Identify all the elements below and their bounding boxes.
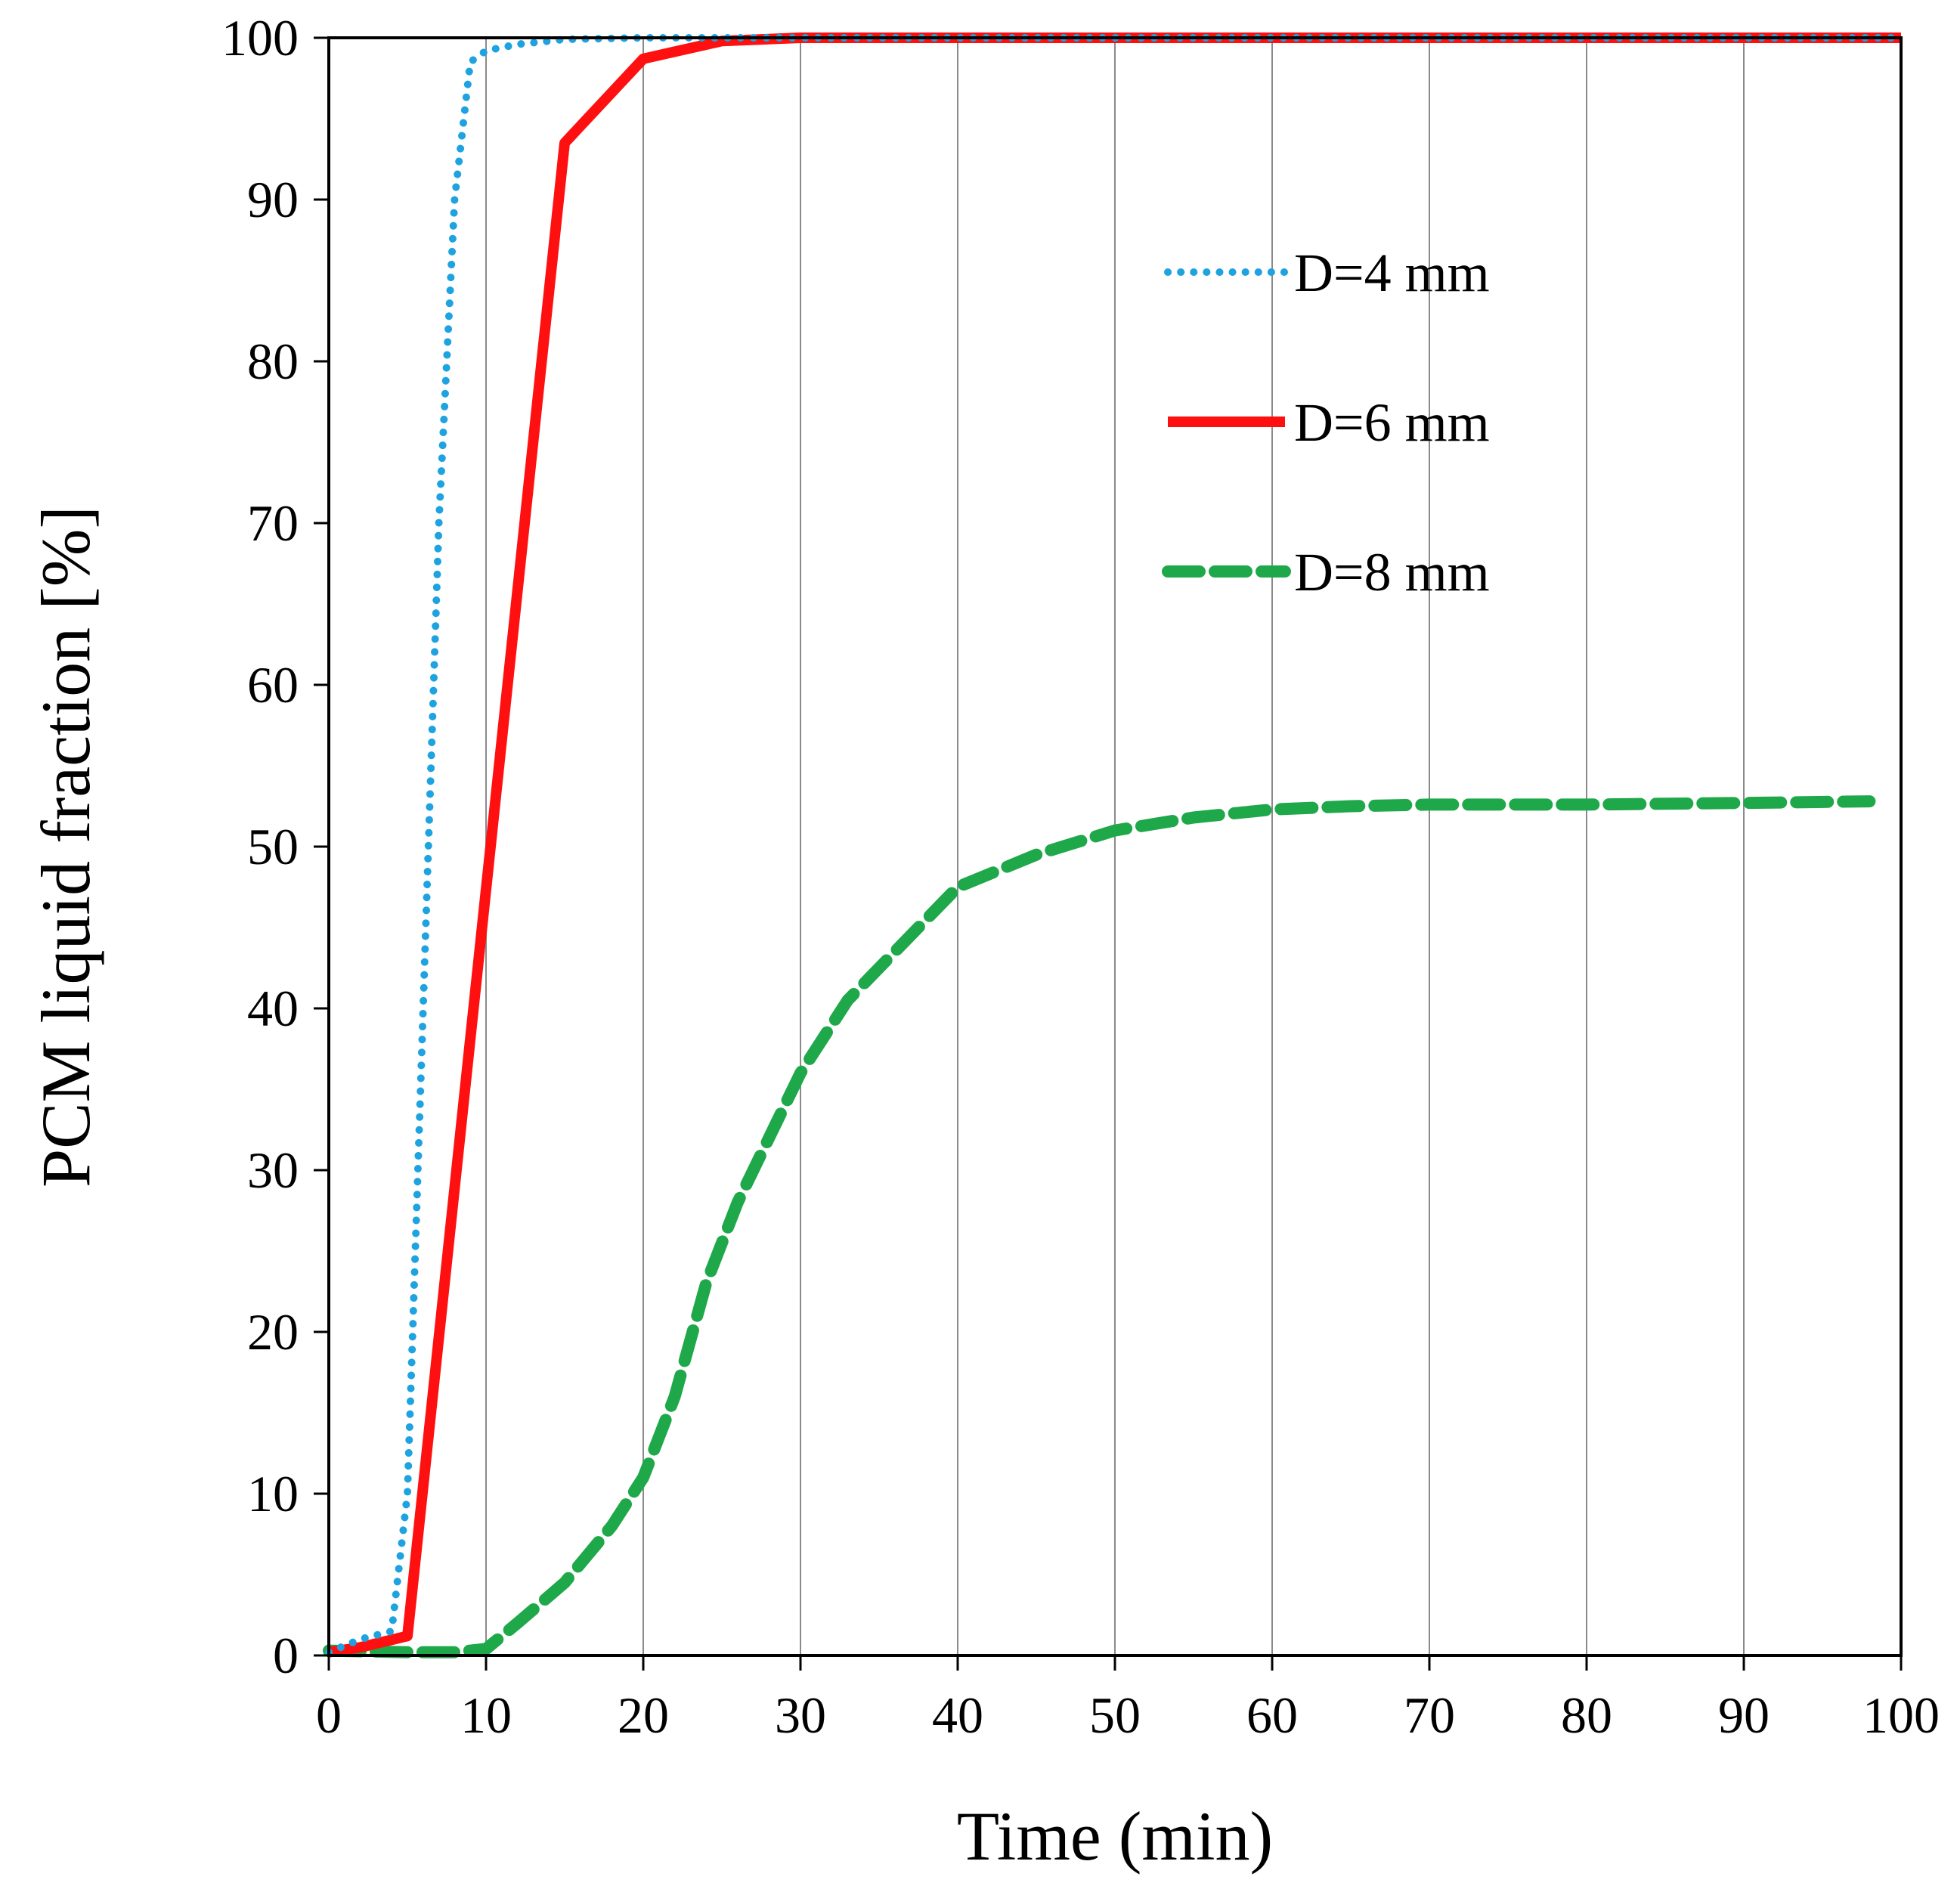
y-tick-label: 40 bbox=[247, 980, 299, 1037]
x-tick-label: 80 bbox=[1561, 1686, 1612, 1744]
y-tick-label: 10 bbox=[247, 1465, 299, 1522]
y-tick-label: 0 bbox=[273, 1627, 299, 1684]
x-tick-label: 30 bbox=[775, 1686, 826, 1744]
x-tick-label: 90 bbox=[1718, 1686, 1770, 1744]
x-axis-title: Time (min) bbox=[957, 1798, 1273, 1875]
y-tick-label: 30 bbox=[247, 1141, 299, 1199]
x-tick-label: 0 bbox=[316, 1686, 342, 1744]
legend: D=4 mm D=6 mm D=8 mm bbox=[1162, 243, 1490, 602]
x-tick-label: 50 bbox=[1089, 1686, 1141, 1744]
series-line-d-8-mm bbox=[323, 795, 1876, 1658]
y-tick-label: 20 bbox=[247, 1303, 299, 1361]
y-tick-label: 70 bbox=[247, 494, 299, 552]
legend-label: D=6 mm bbox=[1294, 392, 1490, 453]
x-tick-label: 100 bbox=[1862, 1686, 1940, 1744]
x-tick-label: 70 bbox=[1404, 1686, 1455, 1744]
x-tick-label: 10 bbox=[460, 1686, 512, 1744]
axis-ticks: 0 10 20 30 40 50 60 70 80 90 100 0 10 20 30 40 50 60 70 80 9… bbox=[221, 9, 1940, 1744]
y-tick-label: 80 bbox=[247, 333, 299, 390]
y-axis-title: PCM liquid fraction [%] bbox=[27, 506, 104, 1188]
legend-label: D=4 mm bbox=[1294, 243, 1490, 303]
gridlines bbox=[485, 38, 1745, 1655]
y-tick-label: 100 bbox=[221, 9, 299, 67]
y-tick-label: 90 bbox=[247, 171, 299, 228]
y-tick-label: 50 bbox=[247, 818, 299, 875]
legend-label: D=8 mm bbox=[1294, 542, 1490, 602]
x-tick-label: 60 bbox=[1246, 1686, 1298, 1744]
y-tick-label: 60 bbox=[247, 656, 299, 714]
x-tick-label: 40 bbox=[932, 1686, 983, 1744]
x-tick-label: 20 bbox=[618, 1686, 669, 1744]
